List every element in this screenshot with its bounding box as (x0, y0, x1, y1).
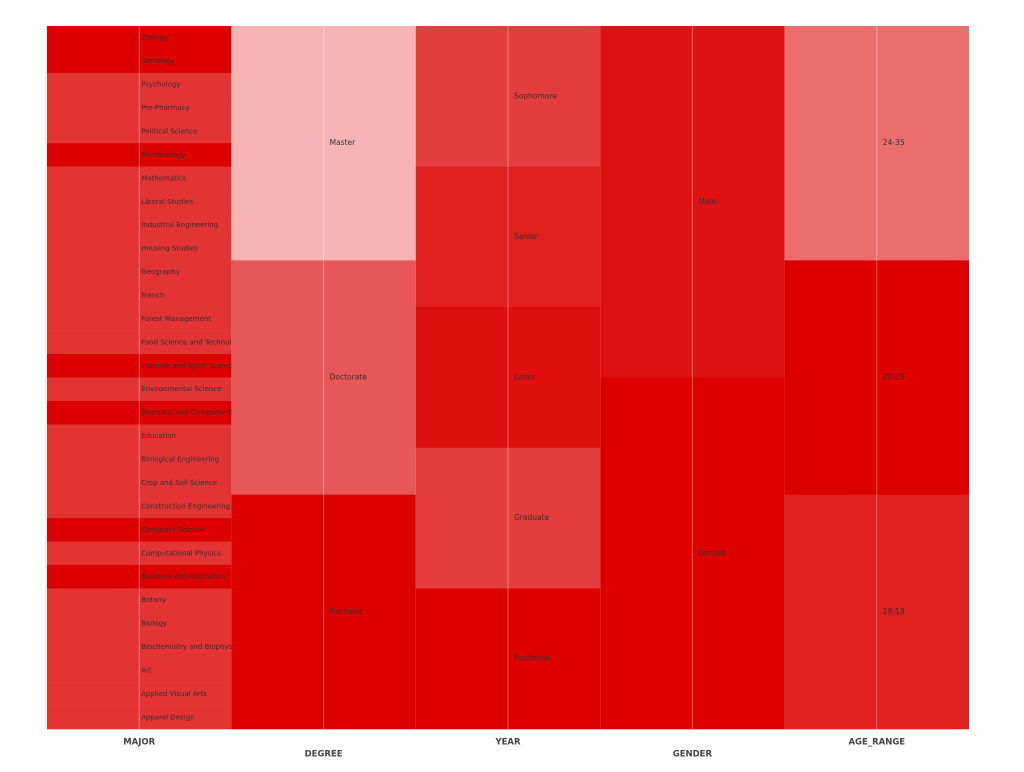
segment-degree-master (231, 26, 416, 261)
segment-age-range-20-23 (784, 260, 969, 495)
segment-major-liberal-studies (47, 190, 232, 214)
category-label-major-geography: Geography (141, 268, 180, 276)
category-label-year-junior: Junior (513, 373, 536, 382)
category-label-degree-master: Master (330, 138, 357, 147)
category-label-major-environmental-science: Environmental Science (141, 385, 221, 393)
segment-major-mathematics (47, 166, 232, 191)
segment-major-forest-management (47, 307, 232, 331)
category-label-major-construction-engineering-management: Construction Engineering Management (141, 502, 278, 510)
segment-major-biological-engineering (47, 447, 232, 472)
category-label-degree-bachelor: Bachelor (330, 607, 364, 616)
segment-major-biochemistry-and-biophysics (47, 635, 232, 659)
segment-major-geography (47, 260, 232, 285)
category-label-major-forest-management: Forest Management (141, 315, 211, 323)
segment-year-freshman (415, 588, 601, 730)
segment-major-environmental-science (47, 377, 232, 402)
segment-major-zoology (47, 26, 232, 50)
category-label-major-computer-science: Computer Science (141, 526, 205, 534)
category-label-age-range-24-35: 24-35 (883, 138, 905, 147)
segment-major-psychology (47, 72, 232, 97)
category-label-year-sophomore: Sophomore (514, 91, 557, 100)
segment-gender-female (600, 377, 785, 730)
category-label-major-liberal-studies: Liberal Studies (141, 198, 193, 206)
category-label-major-computational-physics: Computational Physics (141, 549, 221, 557)
segment-major-electrical-and-computer-engineering (47, 400, 232, 425)
segment-gender-male (600, 26, 785, 378)
segment-major-industrial-engineering (47, 213, 232, 238)
category-label-major-pre-pharmacy: Pre-Pharmacy (141, 104, 189, 112)
segment-year-senior (415, 166, 601, 308)
category-label-major-zoology: Zoology (141, 34, 169, 42)
segment-major-exercise-and-sport-science (47, 354, 232, 378)
segment-major-computational-physics (47, 541, 232, 566)
segment-year-graduate (415, 447, 601, 589)
category-label-major-electrical-and-computer-engineering: Electrical and Computer Engineering (141, 409, 270, 417)
category-label-major-education: Education (141, 432, 176, 440)
category-label-year-senior: Senior (514, 232, 539, 241)
category-label-degree-doctorate: Doctorate (330, 373, 368, 382)
category-label-gender-female: Female (698, 548, 726, 557)
category-label-gender-male: Male (698, 197, 716, 206)
segment-degree-bachelor (231, 494, 416, 730)
category-label-major-microbiology: Microbiology (141, 151, 185, 159)
category-label-major-political-science: Political Science (141, 127, 197, 135)
category-label-major-applied-visual-arts: Applied Visual Arts (141, 690, 207, 698)
segment-major-biology (47, 611, 232, 636)
axis-title-major: MAJOR (123, 738, 155, 748)
segment-major-sociology (47, 49, 232, 74)
category-label-age-range-18-19: 18-19 (883, 607, 905, 616)
category-label-year-freshman: Freshman (514, 654, 551, 663)
segment-major-construction-engineering-management (47, 494, 232, 519)
segment-major-business-administration (47, 564, 232, 589)
category-label-major-industrial-engineering: Industrial Engineering (141, 221, 218, 229)
category-label-year-graduate: Graduate (514, 513, 550, 522)
segment-year-sophomore (415, 26, 601, 167)
category-label-major-art: Art (141, 666, 152, 674)
segment-major-housing-studies (47, 236, 232, 261)
category-label-age-range-20-23: 20-23 (883, 373, 905, 382)
axis-title-age-range: AGE_RANGE (848, 738, 905, 748)
category-label-major-food-science-and-technology: Food Science and Technology (141, 338, 244, 346)
category-label-major-crop-and-soil-science: Crop and Soil Science (141, 479, 217, 487)
category-label-major-biochemistry-and-biophysics: Biochemistry and Biophysics (141, 643, 242, 651)
segment-major-art (47, 658, 232, 683)
segment-major-crop-and-soil-science (47, 471, 232, 495)
category-label-major-psychology: Psychology (141, 81, 180, 89)
category-label-major-sociology: Sociology (141, 57, 175, 65)
segment-major-education (47, 424, 232, 449)
category-label-major-exercise-and-sport-science: Exercise and Sport Science (141, 362, 236, 370)
segment-major-food-science-and-technology (47, 330, 232, 355)
segment-major-microbiology (47, 143, 232, 167)
segment-major-applied-visual-arts (47, 682, 232, 706)
segment-year-junior (415, 307, 601, 449)
segment-major-pre-pharmacy (47, 96, 232, 121)
category-label-major-botany: Botany (141, 596, 166, 604)
segment-major-computer-science (47, 518, 232, 542)
category-label-major-mathematics: Mathematics (141, 174, 186, 182)
category-label-major-business-administration: Business Administration (141, 573, 225, 581)
segment-major-political-science (47, 119, 232, 144)
segment-major-botany (47, 588, 232, 613)
segment-age-range-18-19 (784, 494, 969, 730)
segment-age-range-24-35 (784, 26, 969, 261)
category-label-major-apparel-design: Apparel Design (141, 713, 194, 721)
axis-title-degree: DEGREE (305, 750, 343, 760)
axis-title-gender: GENDER (673, 750, 713, 760)
category-label-major-biological-engineering: Biological Engineering (141, 456, 219, 464)
segment-degree-doctorate (231, 260, 416, 495)
category-label-major-biology: Biology (141, 620, 167, 628)
category-label-major-housing-studies: Housing Studies (141, 245, 198, 253)
segment-major-french (47, 283, 232, 308)
category-label-major-french: French (141, 291, 164, 299)
segment-major-apparel-design (47, 705, 232, 730)
axis-title-year: YEAR (494, 738, 521, 748)
